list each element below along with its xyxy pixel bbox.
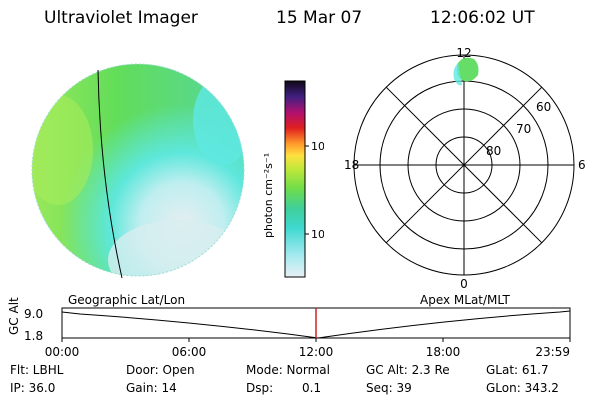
door-status: Door: Open [126,363,195,377]
altitude-curve [61,310,571,339]
glat-status: GLat: 61.7 [486,363,549,377]
aurora-patch [456,57,479,82]
polar-grid: 12 18 6 0 60 70 80 [344,46,586,291]
glon-status: GLon: 343.2 [486,381,559,395]
mlt-label-0: 0 [460,277,468,290]
timeline-xtick-0600: 06:00 [172,345,207,359]
timeline-xtick-1800: 18:00 [426,345,461,359]
gc-alt-status: GC Alt: 2.3 Re [366,363,450,377]
gain-status: Gain: 14 [126,381,177,395]
timeline-plot: Geographic Lat/Lon Apex MLat/MLT GC Alt … [7,293,571,359]
lat-label-70: 70 [516,122,531,136]
dsp-label: Dsp: [246,381,274,395]
mlt-label-6: 6 [578,158,586,172]
lat-label-80: 80 [486,144,501,158]
earth-image-panel [28,60,248,280]
colorbar-tick-10: 10 [311,228,324,241]
date-label: 15 Mar 07 [276,8,363,28]
timeline-y-axis-label: GC Alt [7,297,21,335]
colorbar: 100 10 [262,76,324,286]
mode-status: Mode: Normal [246,363,330,377]
mlt-label-12: 12 [456,46,471,60]
ip-status: IP: 36.0 [10,381,56,395]
time-label: 12:06:02 UT [430,8,535,28]
lat-label-60: 60 [536,100,551,114]
polar-plot: 12 18 6 0 60 70 80 [336,45,596,291]
dsp-value: 0.1 [302,381,322,395]
seq-status: Seq: 39 [366,381,412,395]
earth-disk [31,63,245,279]
colorbar-tick-100: 100 [311,140,324,153]
orbit-timeline: Geographic Lat/Lon Apex MLat/MLT GC Alt … [0,290,600,360]
timeline-xtick-0000: 00:00 [45,345,80,359]
timeline-xtick-2359: 23:59 [535,345,570,359]
timeline-left-label: Geographic Lat/Lon [68,293,185,307]
colorbar-unit-label: photon cm⁻²s⁻¹ [262,152,275,238]
mlt-label-18: 18 [344,158,359,172]
filter-status: Flt: LBHL [10,363,64,377]
timeline-xtick-1200: 12:00 [299,345,334,359]
timeline-ytick-1-8: 1.8 [24,329,43,343]
timeline-right-label: Apex MLat/MLT [420,293,510,307]
instrument-title: Ultraviolet Imager [44,8,198,28]
timeline-ytick-9: 9.0 [24,307,43,321]
terminator-line [97,69,123,279]
colorbar-scale: 100 10 [284,80,324,278]
